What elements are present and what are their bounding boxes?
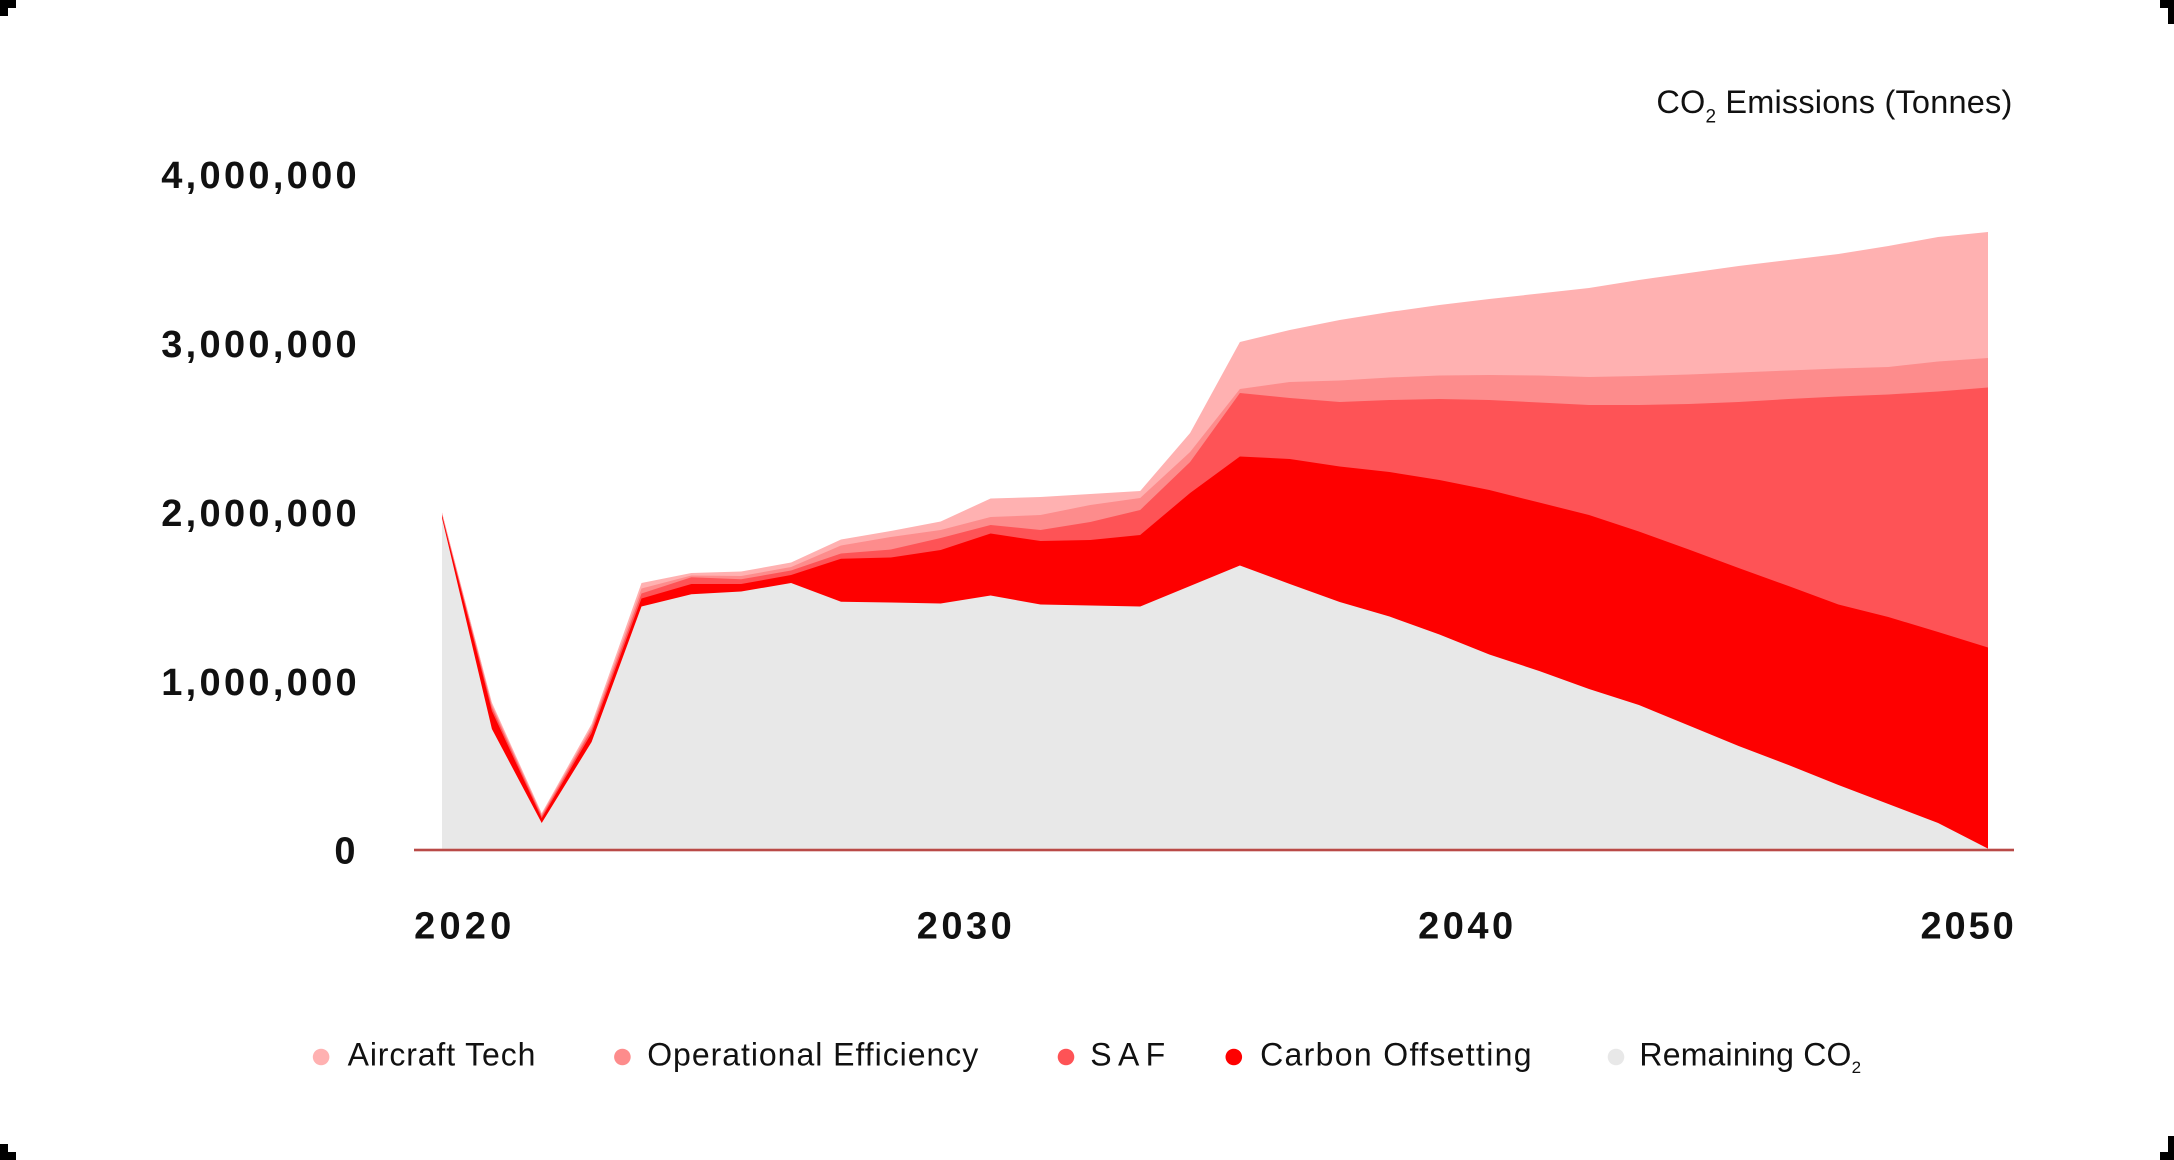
svg-text:2030: 2030: [917, 906, 1016, 948]
svg-text:CO2 Emissions (Tonnes): CO2 Emissions (Tonnes): [1656, 84, 2012, 128]
svg-text:2040: 2040: [1418, 906, 1517, 948]
svg-text:3,000,000: 3,000,000: [161, 324, 360, 366]
svg-text:Aircraft Tech: Aircraft Tech: [348, 1037, 537, 1073]
svg-text:Carbon Offsetting: Carbon Offsetting: [1260, 1037, 1533, 1073]
svg-text:0: 0: [334, 831, 355, 873]
svg-text:4,000,000: 4,000,000: [161, 155, 360, 197]
svg-text:2,000,000: 2,000,000: [161, 493, 360, 535]
svg-text:Operational Efficiency: Operational Efficiency: [647, 1037, 979, 1073]
svg-text:SAF: SAF: [1090, 1037, 1171, 1073]
svg-text:2020: 2020: [414, 906, 515, 948]
svg-text:1,000,000: 1,000,000: [161, 662, 360, 704]
svg-text:2050: 2050: [1921, 906, 2017, 948]
svg-text:Remaining CO2: Remaining CO2: [1639, 1037, 1861, 1078]
